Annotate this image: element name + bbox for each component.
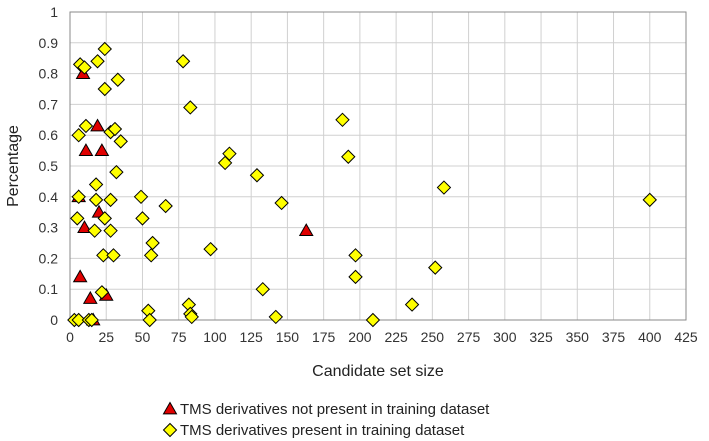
point-present-diamond: [133, 189, 149, 205]
point-not-present-triangle: [77, 220, 92, 233]
point-present-diamond: [107, 121, 123, 137]
point-present-diamond: [78, 118, 94, 134]
x-tick-label: 300: [493, 329, 517, 345]
point-present-diamond: [71, 127, 86, 143]
x-tick-label: 250: [421, 329, 445, 345]
legend-label-not-present: TMS derivatives not present in training …: [180, 401, 490, 418]
point-present-diamond: [142, 312, 157, 328]
y-tick-label: 0.9: [39, 35, 59, 51]
point-present-diamond: [97, 211, 112, 226]
point-present-diamond: [222, 146, 237, 161]
point-present-diamond: [365, 312, 381, 328]
point-present-diamond: [96, 248, 111, 263]
x-tick-label: 325: [529, 329, 553, 345]
point-present-diamond: [94, 285, 110, 300]
point-present-diamond: [341, 149, 356, 164]
point-present-diamond: [88, 192, 104, 208]
point-present-diamond: [145, 235, 160, 251]
y-tick-label: 0.8: [39, 66, 59, 82]
y-tick-label: 0.7: [39, 96, 59, 112]
point-present-diamond: [106, 248, 121, 263]
point-present-diamond: [87, 223, 102, 238]
y-tick-label: 0.2: [39, 250, 59, 266]
legend-triangle-marker: [162, 401, 178, 415]
data-points: [67, 41, 657, 328]
point-present-diamond: [268, 309, 284, 325]
y-tick-label: 0: [50, 312, 58, 328]
point-present-diamond: [436, 180, 452, 195]
point-present-diamond: [348, 248, 363, 263]
point-present-diamond: [71, 189, 86, 205]
y-tick-label: 0.1: [39, 281, 59, 297]
x-tick-label: 150: [276, 329, 300, 345]
point-present-diamond: [183, 100, 198, 115]
x-tick-label: 425: [674, 329, 698, 345]
x-tick-label: 175: [312, 329, 336, 345]
point-present-diamond: [97, 81, 112, 97]
point-present-diamond: [642, 192, 657, 208]
point-present-diamond: [109, 164, 124, 180]
point-present-diamond: [103, 192, 118, 208]
point-present-diamond: [84, 312, 99, 328]
point-present-diamond: [428, 260, 443, 275]
point-present-diamond: [113, 134, 128, 149]
x-tick-label: 50: [135, 329, 151, 345]
point-present-diamond: [158, 198, 173, 214]
point-present-diamond: [110, 72, 126, 87]
point-present-diamond: [97, 41, 112, 57]
y-axis-title: Percentage: [5, 125, 22, 207]
y-tick-label: 0.3: [39, 220, 59, 236]
point-not-present-triangle: [72, 269, 88, 283]
point-present-diamond: [77, 60, 92, 75]
point-present-diamond: [335, 112, 350, 128]
x-tick-label: 400: [638, 329, 662, 345]
point-present-diamond: [88, 177, 104, 192]
point-present-diamond: [184, 309, 199, 325]
point-not-present-triangle: [90, 118, 105, 132]
point-present-diamond: [255, 281, 270, 297]
x-tick-label: 375: [602, 329, 626, 345]
point-present-diamond: [274, 195, 289, 211]
x-tick-label: 200: [348, 329, 372, 345]
y-tick-label: 0.4: [39, 189, 59, 205]
legend: TMS derivatives not present in training …: [162, 401, 490, 439]
y-tick-label: 0.5: [39, 158, 59, 174]
y-tick-label: 1: [50, 4, 58, 20]
y-tick-label: 0.6: [39, 127, 59, 143]
point-present-diamond: [90, 54, 105, 69]
point-present-diamond: [348, 269, 363, 285]
x-tick-label: 100: [203, 329, 227, 345]
point-present-diamond: [71, 312, 86, 328]
point-not-present-triangle: [94, 143, 110, 156]
x-tick-label: 75: [171, 329, 187, 345]
x-axis-ticks: 0 25 50 75 100 125 150 175 200 225 250 275 300 325 350…: [66, 329, 698, 345]
point-present-diamond: [175, 54, 191, 69]
point-not-present-triangle: [78, 143, 94, 156]
point-present-diamond: [70, 211, 85, 226]
point-present-diamond: [249, 168, 265, 183]
point-present-diamond: [135, 211, 150, 226]
x-axis-title: Candidate set size: [312, 363, 444, 380]
x-tick-label: 275: [457, 329, 481, 345]
legend-diamond-marker: [162, 422, 178, 438]
x-tick-label: 225: [384, 329, 408, 345]
legend-label-present: TMS derivatives present in training data…: [180, 422, 465, 439]
x-tick-label: 25: [98, 329, 114, 345]
point-present-diamond: [103, 223, 118, 238]
point-present-diamond: [143, 248, 159, 263]
point-present-diamond: [404, 297, 420, 312]
x-tick-label: 125: [239, 329, 263, 345]
y-axis-ticks: 0 0.1 0.2 0.3 0.4 0.5 0.6 0.7 0.8 0.9 1: [39, 4, 59, 328]
point-not-present-triangle: [298, 223, 314, 237]
x-tick-label: 0: [66, 329, 74, 345]
point-not-present-triangle: [82, 290, 98, 304]
point-present-diamond: [203, 241, 218, 257]
x-tick-label: 350: [566, 329, 590, 345]
